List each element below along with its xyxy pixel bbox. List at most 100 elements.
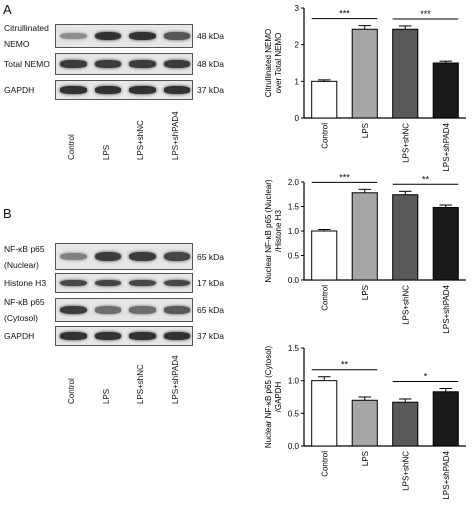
- blot-label-line: Citrullinated: [4, 23, 49, 33]
- bar: [311, 230, 338, 281]
- blot-band: [163, 306, 190, 314]
- blot-label-line: NF-κB p65: [4, 243, 45, 254]
- lane-label: Control: [67, 134, 77, 160]
- blot-label: Histone H3: [4, 278, 46, 288]
- blot-label: GAPDH: [4, 331, 34, 341]
- bar: [392, 28, 419, 119]
- bar: [351, 28, 378, 119]
- bar-chart-cytosol-nfkb: 0.0 0.5 1.0 1.5 Nuclear NF-κB p65 (Cytosol) /…: [264, 344, 466, 500]
- y-tick-label: 0.0: [288, 276, 300, 285]
- kda-label: 65 kDa: [197, 305, 224, 315]
- bar: [432, 206, 459, 281]
- blot-band: [129, 251, 156, 262]
- bar-chart-citrullinated-nemo: 0 1 2 3 Citrullinated NEMO over Total NEMO Con…: [264, 4, 466, 172]
- panel-letter-b: B: [3, 206, 12, 221]
- y-axis-label: Nuclear NF-κB p65 (Nuclear): [264, 179, 273, 282]
- blot-strip: [55, 80, 193, 100]
- blot-label: NF-κB p65 (Cytosol): [4, 297, 45, 323]
- blot-band: [94, 332, 121, 340]
- significance-label: **: [422, 174, 430, 184]
- blot-band: [129, 332, 156, 340]
- blot-band: [163, 279, 190, 287]
- blot-label-line: NF-κB p65: [4, 297, 45, 307]
- y-axis-label: over Total NEMO: [274, 33, 283, 94]
- x-tick-label: LPS+shNC: [401, 285, 410, 325]
- blot-band: [129, 86, 156, 94]
- blot-band: [94, 251, 121, 262]
- x-tick-label: LPS+shNC: [401, 451, 410, 491]
- significance-label: *: [424, 372, 428, 382]
- kda-label: 17 kDa: [197, 278, 224, 288]
- y-axis-label: Citrullinated NEMO: [264, 29, 273, 97]
- blot-band: [163, 32, 190, 40]
- lane-label: Control: [67, 378, 77, 404]
- y-tick-label: 0.0: [288, 442, 300, 451]
- x-tick-label: Control: [320, 285, 329, 311]
- blot-label-line: GAPDH: [4, 85, 35, 95]
- blot-label-line: (Nuclear): [4, 259, 39, 270]
- significance-label: ***: [420, 9, 431, 19]
- x-tick-label: Control: [320, 451, 329, 477]
- blot-label-line: NEMO: [4, 39, 30, 49]
- x-tick-label: LPS+shPAD4: [442, 450, 451, 499]
- blot-band: [129, 31, 156, 41]
- y-tick-label: 1.0: [288, 377, 300, 386]
- y-tick-label: 1.5: [288, 344, 300, 353]
- blot-label: Total NEMO: [4, 59, 50, 69]
- blot-strip: [55, 24, 193, 48]
- x-tick-label: LPS+shPAD4: [442, 284, 451, 333]
- kda-label: 48 kDa: [197, 59, 224, 69]
- y-axis-label: Nuclear NF-κB p65 (Cytosol): [264, 346, 273, 449]
- blot-strip: [55, 298, 193, 322]
- bar: [392, 401, 419, 447]
- blot-band: [60, 332, 87, 340]
- blot-band: [163, 332, 190, 340]
- blot-band: [129, 279, 156, 287]
- y-tick-label: 0: [295, 114, 300, 123]
- x-tick-label: LPS: [361, 285, 370, 300]
- blot-band: [60, 86, 87, 94]
- blot-strip: [55, 326, 193, 346]
- significance-label: ***: [339, 172, 350, 182]
- y-tick-label: 0.5: [288, 409, 300, 418]
- y-tick-label: 3: [295, 4, 300, 13]
- blot-band: [94, 31, 121, 41]
- bar: [311, 380, 338, 447]
- y-axis-label: /Histone H3: [274, 210, 283, 252]
- kda-label: 65 kDa: [197, 251, 224, 262]
- blot-band: [163, 86, 190, 94]
- blot-band: [60, 252, 87, 261]
- blot-label-line: Histone H3: [4, 278, 47, 288]
- significance-label: **: [341, 360, 349, 370]
- bar: [432, 391, 459, 447]
- bar: [311, 80, 338, 119]
- x-tick-label: Control: [320, 123, 329, 149]
- y-tick-label: 0.5: [288, 252, 300, 261]
- kda-label: 48 kDa: [197, 31, 224, 41]
- blot-band: [60, 279, 87, 287]
- bar: [351, 399, 378, 447]
- blot-label-line: GAPDH: [4, 331, 35, 341]
- blot-label-line: (Cytosol): [4, 313, 39, 323]
- blot-label: NF-κB p65 (Nuclear): [4, 244, 45, 270]
- bar: [351, 192, 378, 281]
- blot-label: GAPDH: [4, 85, 34, 95]
- blot-label-line: Total NEMO: [4, 59, 50, 69]
- lane-label: LPS+shPAD4: [170, 111, 180, 160]
- bar: [432, 62, 459, 119]
- lane-label: LPS+shNC: [136, 120, 146, 160]
- kda-label: 37 kDa: [197, 85, 224, 95]
- lane-label: LPS+shNC: [136, 364, 146, 404]
- y-tick-label: 2: [295, 41, 300, 50]
- y-tick-label: 1.5: [288, 203, 300, 212]
- blot-band: [163, 60, 190, 68]
- lane-label: LPS: [101, 388, 111, 404]
- x-tick-label: LPS+shNC: [401, 123, 410, 163]
- y-tick-label: 1.0: [288, 227, 300, 236]
- y-tick-label: 2.0: [288, 178, 300, 187]
- blot-band: [94, 306, 121, 314]
- blot-strip: [55, 53, 193, 75]
- x-tick-label: LPS: [361, 451, 370, 466]
- blot-band: [129, 60, 156, 68]
- blot-label: Citrullinated NEMO: [4, 23, 49, 49]
